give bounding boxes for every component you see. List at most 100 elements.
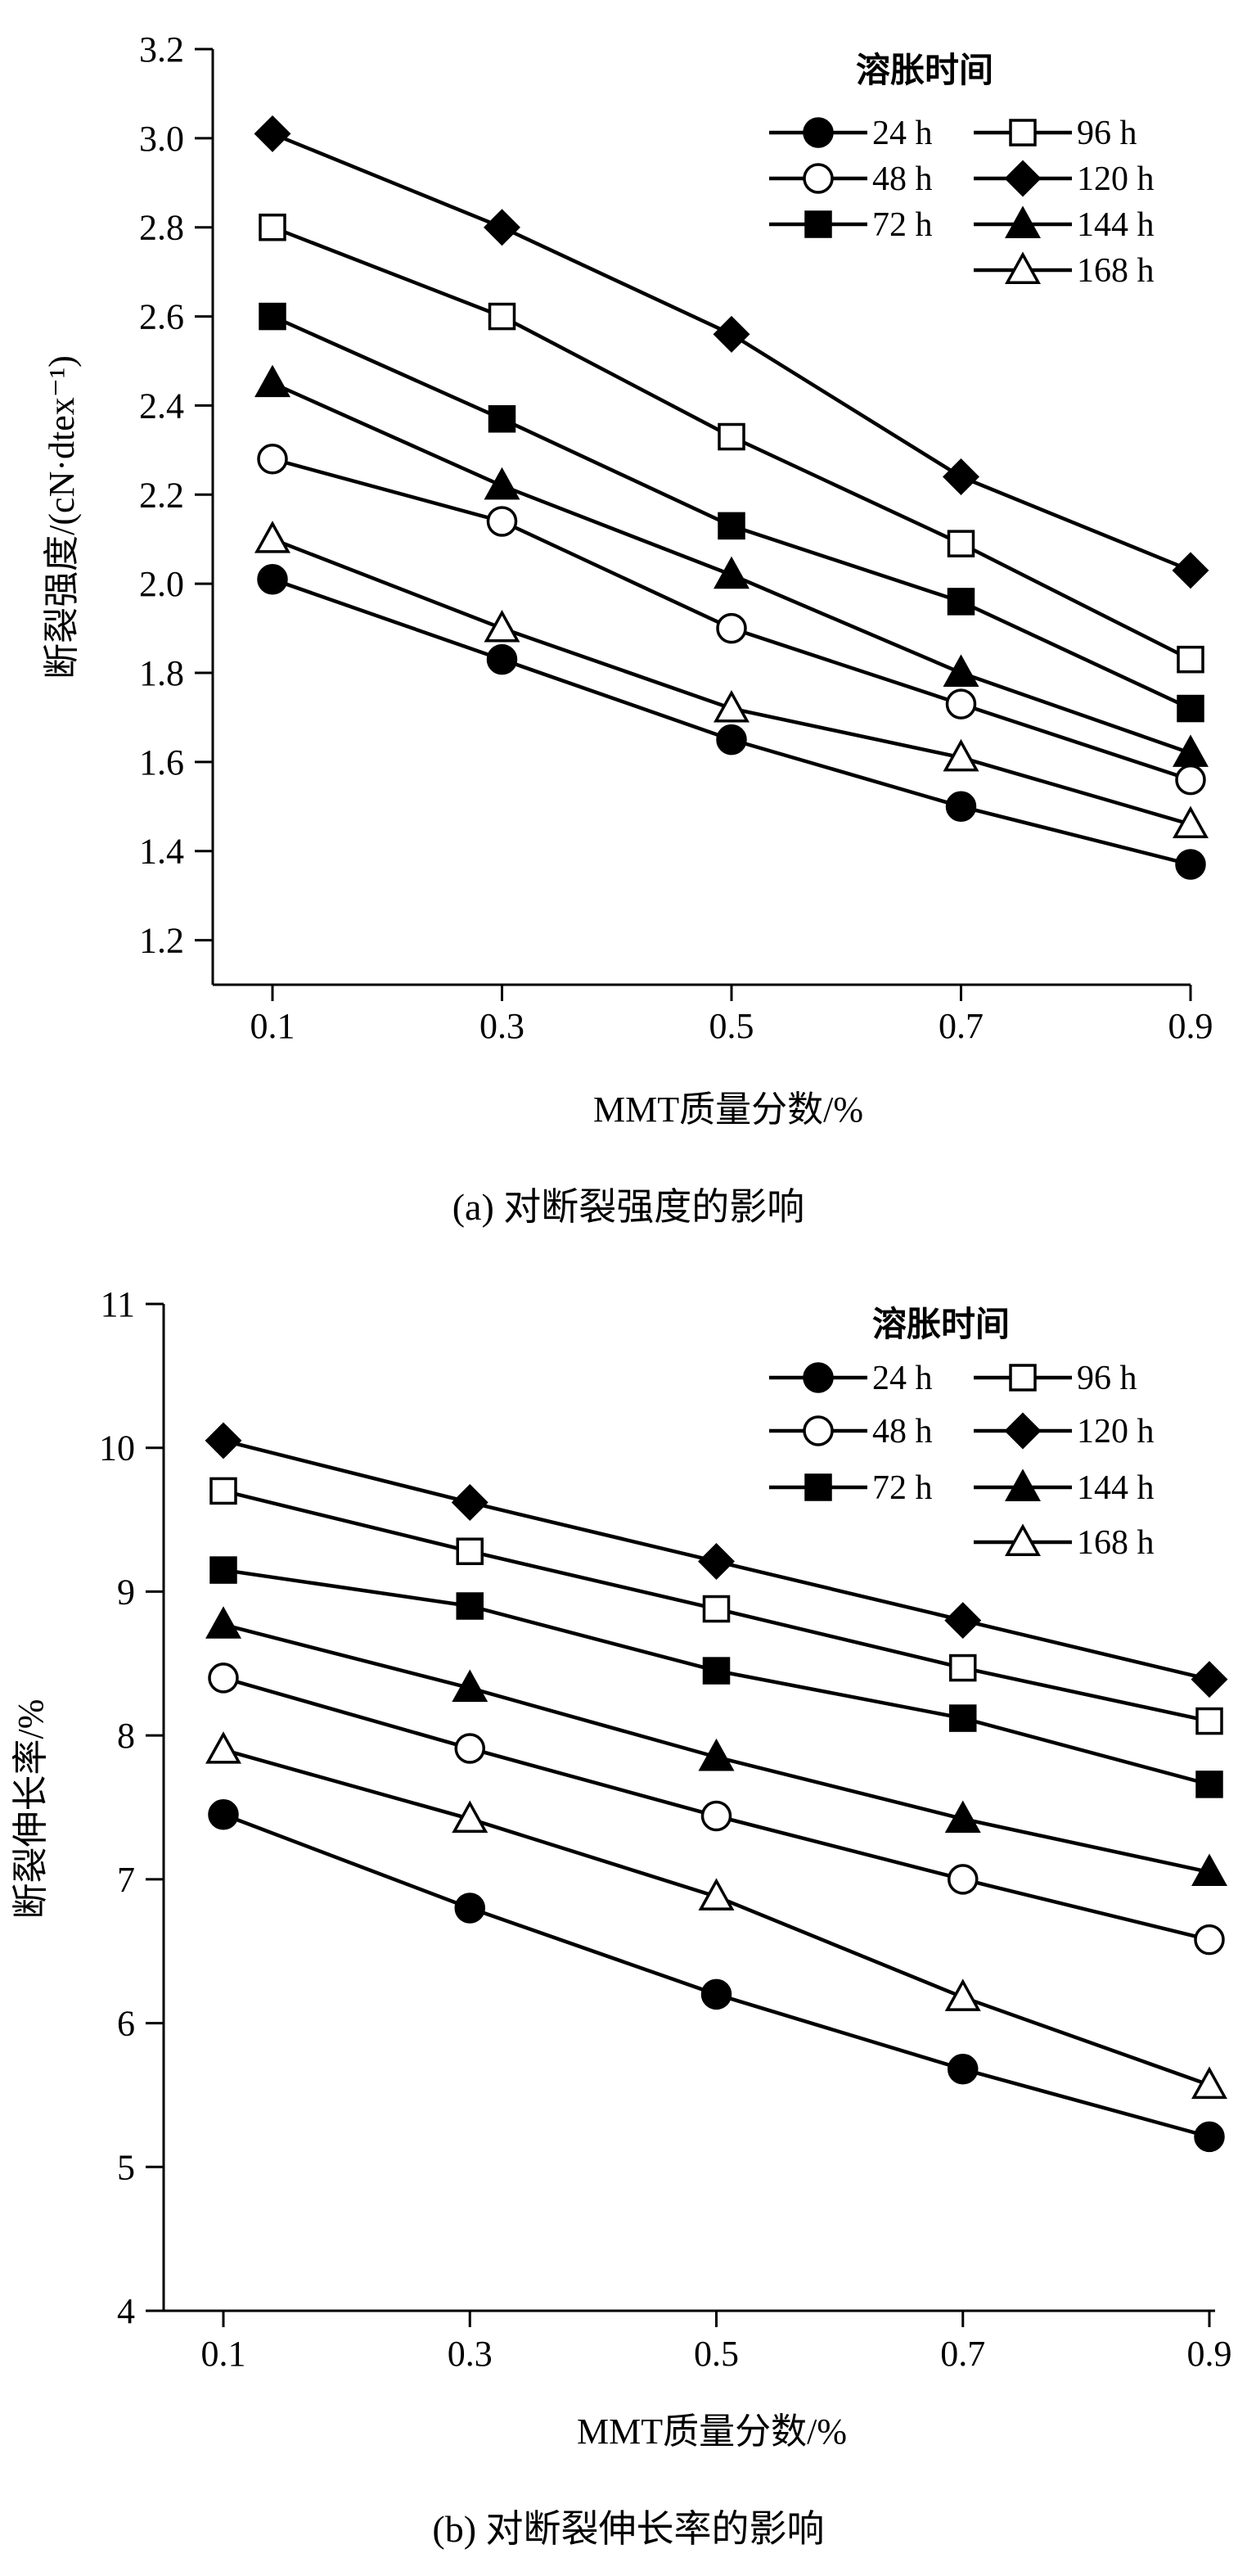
chart-b-legend-120h-marker — [1004, 1412, 1042, 1450]
chart-a-point-48h-4 — [1175, 764, 1206, 796]
chart-a-y-tick-label: 1.6 — [139, 742, 184, 783]
chart-b-x-tick-label: 0.7 — [940, 2334, 985, 2374]
chart-b-legend-72h-marker — [804, 1473, 832, 1501]
chart-b-x-tick-label: 0.1 — [201, 2334, 246, 2374]
chart-b-point-120h-2 — [698, 1543, 735, 1581]
chart-a-point-120h-3 — [943, 458, 979, 495]
chart-b-caption: (b) 对断裂伸长率的影响 — [432, 2508, 824, 2550]
chart-a-x-tick-label: 0.1 — [250, 1006, 295, 1046]
chart-b-point-96h-1 — [456, 1537, 484, 1565]
chart-a-point-96h-3 — [947, 530, 975, 557]
chart-b-y-ticks: 4 5 6 7 8 9 10 11 — [99, 1284, 164, 2331]
chart-a-legend-168h-label: 168 h — [1077, 252, 1155, 290]
chart-a-y-tick-label: 2.2 — [139, 475, 184, 515]
chart-a-legend-24h-label: 24 h — [872, 115, 933, 152]
chart-b-point-144h-4 — [1191, 1853, 1227, 1887]
chart-a-y-tick-label: 1.2 — [139, 921, 184, 961]
chart-a-y-tick-label: 2.0 — [139, 564, 184, 604]
chart-a-point-24h-1 — [486, 643, 518, 675]
chart-b-legend-120h-label: 120 h — [1077, 1413, 1155, 1450]
chart-a-y-axis-title: 断裂强度/(cN·dtex⁻¹) — [42, 355, 82, 679]
chart-b-x-tick-label: 0.3 — [448, 2334, 493, 2374]
chart-a-y-tick-label: 1.8 — [139, 653, 184, 693]
chart-b-point-144h-1 — [452, 1669, 488, 1703]
chart-a-point-48h-2 — [716, 612, 747, 644]
chart-a-point-48h-1 — [486, 506, 518, 537]
chart-a-legend-72h-label: 72 h — [872, 206, 933, 244]
chart-a-legend-48h-marker — [803, 163, 834, 194]
chart-b-point-72h-0 — [209, 1556, 237, 1584]
chart-b-legend-24h-label: 24 h — [872, 1360, 933, 1397]
chart-a-x-tick-label: 0.7 — [939, 1006, 984, 1046]
chart-a-legend-120h-marker — [1004, 160, 1042, 197]
chart-a-caption: (a) 对断裂强度的影响 — [452, 1186, 805, 1228]
chart-a-y-tick-label: 3.0 — [139, 119, 184, 159]
chart-a-point-144h-2 — [714, 556, 750, 589]
chart-b-point-96h-4 — [1195, 1707, 1223, 1735]
chart-a-point-168h-2 — [714, 689, 750, 723]
chart-b-point-72h-3 — [949, 1704, 977, 1732]
chart-a-x-ticks: 0.1 0.3 0.5 0.7 0.9 — [250, 985, 1213, 1046]
chart-b-point-24h-2 — [700, 1978, 732, 2010]
chart-a-point-24h-3 — [945, 791, 977, 823]
chart-b-y-tick-label: 4 — [117, 2291, 135, 2331]
chart-a-point-48h-0 — [257, 443, 288, 475]
chart-b-point-168h-1 — [452, 1800, 488, 1834]
chart-b-point-144h-3 — [944, 1800, 981, 1834]
chart-a-point-96h-4 — [1177, 645, 1204, 674]
chart-a-legend-72h-marker — [804, 210, 832, 238]
chart-a-point-24h-4 — [1175, 849, 1206, 880]
chart-a-point-96h-2 — [718, 422, 745, 451]
chart-a-point-144h-4 — [1173, 734, 1209, 767]
chart-a-point-96h-1 — [488, 302, 516, 331]
chart-b-point-72h-2 — [702, 1657, 731, 1685]
chart-b-series-24h-line — [223, 1812, 1210, 2139]
chart-a-point-48h-3 — [945, 688, 977, 720]
chart-a-point-24h-2 — [716, 724, 747, 756]
chart-a-point-168h-4 — [1173, 805, 1209, 839]
chart-a-point-72h-2 — [718, 512, 745, 540]
chart-a-legend-48h-label: 48 h — [872, 160, 933, 198]
chart-a-y-tick-label: 2.6 — [139, 297, 184, 337]
chart-b-point-72h-1 — [456, 1592, 484, 1620]
chart-a-legend-96h-label: 96 h — [1077, 115, 1137, 152]
chart-a-point-72h-1 — [488, 405, 516, 433]
chart-breaking-strength: 1.2 1.4 1.6 1.8 2.0 2.2 2.4 2.6 2.8 3.0 3.2 0.1 0.3… — [42, 29, 1213, 1228]
chart-b-point-168h-4 — [1191, 2066, 1227, 2100]
chart-b-point-24h-1 — [454, 1893, 485, 1924]
chart-b-legend-48h-marker — [803, 1415, 834, 1446]
chart-a-point-144h-0 — [254, 364, 290, 398]
chart-b-legend-48h-label: 48 h — [872, 1413, 933, 1450]
chart-b-y-tick-label: 8 — [117, 1716, 135, 1756]
chart-a-point-24h-0 — [257, 563, 288, 595]
chart-b-legend-96h-marker — [1009, 1364, 1037, 1392]
chart-a-point-72h-0 — [259, 302, 286, 331]
chart-a-legend-title: 溶胀时间 — [856, 52, 993, 90]
chart-b-point-168h-2 — [698, 1878, 735, 1911]
chart-a-y-tick-label: 2.4 — [139, 386, 184, 426]
chart-a-y-tick-label: 1.4 — [139, 832, 184, 872]
chart-a-point-144h-1 — [484, 467, 520, 500]
chart-a-point-168h-3 — [943, 738, 979, 772]
chart-b-point-48h-4 — [1194, 1924, 1225, 1956]
chart-b-y-tick-label: 6 — [117, 2004, 135, 2044]
chart-b-point-48h-2 — [700, 1800, 732, 1832]
chart-b-y-tick-label: 5 — [117, 2147, 135, 2187]
chart-b-point-24h-4 — [1194, 2121, 1225, 2153]
chart-b-point-24h-3 — [948, 2054, 979, 2085]
chart-b-legend-title: 溶胀时间 — [872, 1306, 1010, 1344]
chart-b-x-tick-label: 0.9 — [1187, 2334, 1232, 2374]
chart-a-point-168h-0 — [254, 521, 290, 553]
chart-b-legend-72h-label: 72 h — [872, 1469, 933, 1507]
chart-b-y-tick-label: 10 — [99, 1428, 135, 1468]
chart-b-series-168h-line — [223, 1748, 1210, 2087]
chart-b-point-144h-2 — [698, 1738, 735, 1771]
chart-b-point-168h-0 — [205, 1731, 241, 1764]
chart-b-x-axis-title: MMT质量分数/% — [577, 2411, 847, 2452]
chart-b-point-120h-1 — [451, 1484, 488, 1521]
chart-a-point-120h-4 — [1172, 552, 1209, 589]
chart-a-point-72h-4 — [1177, 694, 1204, 723]
chart-b-legend-96h-label: 96 h — [1077, 1360, 1137, 1397]
chart-b-point-120h-4 — [1191, 1661, 1228, 1699]
